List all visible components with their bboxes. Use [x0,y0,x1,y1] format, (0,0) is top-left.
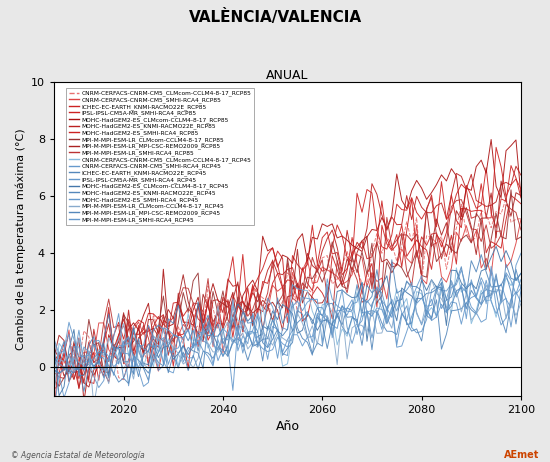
Y-axis label: Cambio de la temperatura máxima (°C): Cambio de la temperatura máxima (°C) [15,128,25,350]
Text: AEmet: AEmet [504,450,539,460]
Text: VALÈNCIA/VALENCIA: VALÈNCIA/VALENCIA [189,9,361,25]
Title: ANUAL: ANUAL [266,69,309,82]
X-axis label: Año: Año [276,420,300,433]
Text: © Agencia Estatal de Meteorología: © Agencia Estatal de Meteorología [11,451,145,460]
Legend: CNRM-CERFACS-CNRM-CM5_CLMcom-CCLM4-8-17_RCP85, CNRM-CERFACS-CNRM-CM5_SMHI-RCA4_R: CNRM-CERFACS-CNRM-CM5_CLMcom-CCLM4-8-17_… [67,88,254,225]
